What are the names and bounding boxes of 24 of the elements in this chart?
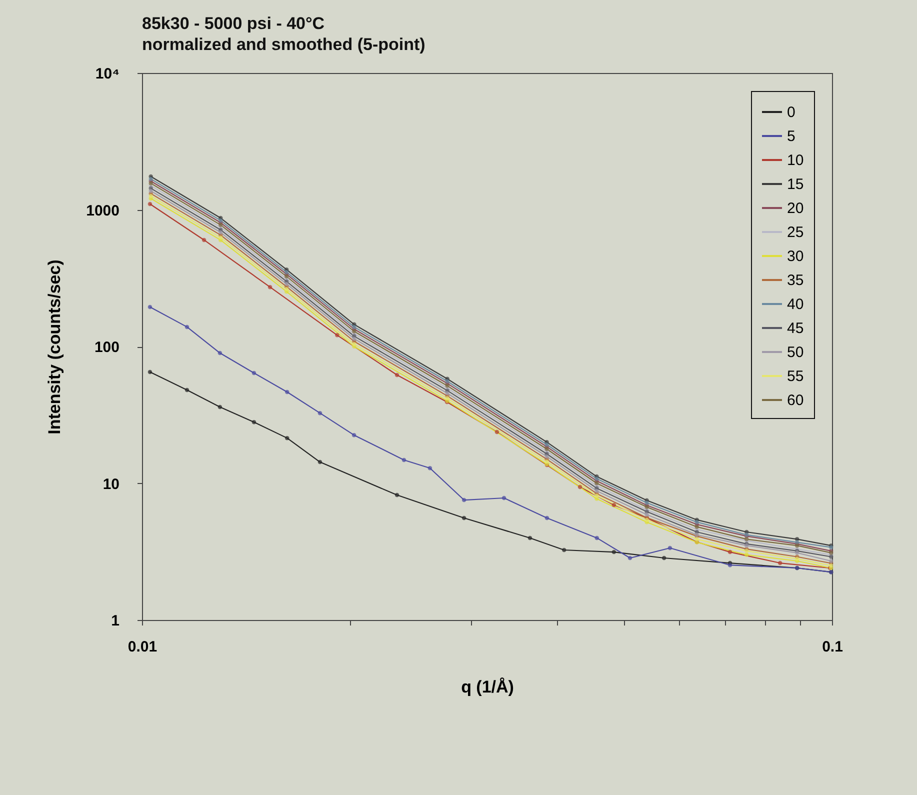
y-tick-label: 1000 xyxy=(86,202,120,220)
legend-label: 50 xyxy=(787,344,804,361)
y-tick-label: 1 xyxy=(111,612,120,630)
legend-label: 25 xyxy=(787,224,804,241)
legend-label: 60 xyxy=(787,392,804,409)
y-tick-label: 100 xyxy=(94,339,120,356)
y-tick-label: 10 xyxy=(102,476,120,493)
legend-label: 5 xyxy=(787,128,796,145)
x-axis-title: q (1/Å) xyxy=(461,678,514,696)
chart-subtitle: normalized and smoothed (5-point) xyxy=(142,35,426,54)
x-tick-label: 0.01 xyxy=(128,638,158,656)
y-axis-title: Intensity (counts/sec) xyxy=(45,260,64,434)
x-tick-label: 0.1 xyxy=(822,638,843,656)
legend-label: 10 xyxy=(787,152,804,169)
legend-label: 0 xyxy=(787,104,796,121)
legend-label: 15 xyxy=(787,176,804,193)
legend-label: 35 xyxy=(787,272,804,289)
legend-label: 45 xyxy=(787,320,804,337)
legend-label: 30 xyxy=(787,248,804,265)
legend-label: 40 xyxy=(787,296,804,313)
chart-title: 85k30 - 5000 psi - 40°C xyxy=(142,14,325,33)
y-tick-label: 10⁴ xyxy=(95,66,120,82)
legend-label: 55 xyxy=(787,368,804,385)
legend-label: 20 xyxy=(787,200,804,217)
